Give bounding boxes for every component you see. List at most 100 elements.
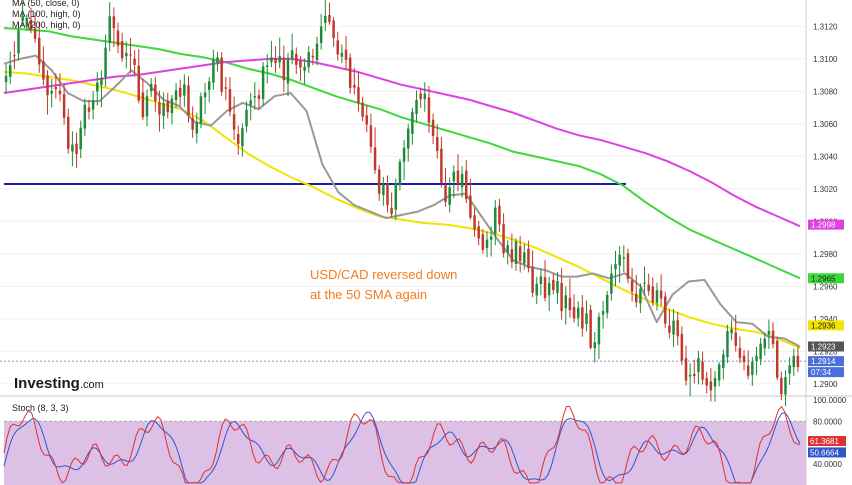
candle-body: [120, 41, 124, 59]
candle-body: [693, 373, 696, 377]
investing-logo: Investing .com: [14, 375, 104, 392]
candle-body: [46, 75, 49, 96]
candle-body: [539, 276, 543, 284]
price-tick-label: 1.2940: [813, 315, 838, 324]
candle-body: [4, 75, 8, 83]
price-tag: [808, 356, 844, 367]
candle-body: [286, 58, 290, 84]
candle-body: [340, 52, 344, 57]
candle-body: [767, 330, 771, 335]
candle-body: [133, 58, 136, 65]
candle-body: [332, 20, 335, 39]
candle-body: [618, 254, 621, 266]
candle-body: [228, 89, 232, 112]
stoch-tick-label: 40.0000: [813, 460, 842, 469]
candle-body: [759, 343, 762, 360]
candle-body: [477, 226, 480, 239]
candle-body: [344, 49, 348, 61]
candle-body: [187, 85, 190, 116]
candle-body: [212, 59, 215, 83]
candle-body: [510, 249, 514, 263]
price-tag-label: 07:34: [811, 368, 832, 377]
price-tick-label: 1.2980: [813, 250, 838, 259]
price-tag: [808, 320, 844, 331]
candle-body: [746, 365, 750, 376]
candle-body: [67, 116, 70, 149]
candle-body: [597, 316, 601, 345]
candle-body: [324, 15, 327, 23]
candle-body: [469, 195, 472, 218]
candlesticks: [4, 0, 800, 407]
candle-body: [506, 245, 509, 253]
candle-body: [734, 332, 737, 346]
price-tick-label: 1.3100: [813, 55, 838, 64]
candle-body: [552, 279, 555, 291]
candle-body: [771, 330, 775, 345]
candle-body: [311, 55, 315, 58]
candle-body: [738, 347, 742, 359]
candle-body: [722, 354, 725, 368]
candle-body: [390, 207, 393, 214]
candle-body: [676, 320, 679, 337]
ma-line: [3, 70, 801, 350]
candle-body: [357, 87, 360, 104]
candle-body: [726, 331, 729, 358]
candle-body: [688, 374, 692, 377]
candle-body: [257, 95, 261, 99]
candle-body: [174, 90, 178, 100]
candle-body: [535, 283, 538, 296]
candle-body: [614, 264, 617, 270]
candle-body: [684, 358, 688, 381]
candle-body: [224, 87, 228, 89]
price-tick-label: 1.3040: [813, 152, 838, 161]
candle-body: [456, 170, 460, 185]
price-tick-label: 1.2900: [813, 380, 838, 389]
candle-body: [373, 147, 377, 171]
price-tick-label: 1.2920: [813, 347, 838, 356]
grid: [0, 25, 806, 385]
candle-body: [353, 85, 356, 88]
candle-body: [796, 355, 800, 367]
candle-body: [203, 92, 207, 98]
price-tick-label: 1.3120: [813, 22, 838, 31]
candle-body: [601, 311, 605, 315]
candle-body: [784, 377, 787, 395]
candle-body: [717, 364, 721, 381]
candle-body: [249, 100, 252, 106]
candle-body: [634, 293, 638, 303]
candle-body: [42, 61, 45, 80]
stoch-tag-label: 50.6664: [810, 448, 839, 457]
moving-averages: [3, 27, 801, 350]
candle-body: [527, 248, 530, 269]
candle-body: [199, 96, 203, 124]
candle-body: [465, 170, 468, 199]
stoch-title: Stoch (8, 3, 3): [12, 403, 69, 413]
candle-body: [58, 90, 62, 95]
candle-body: [730, 329, 733, 334]
candle-body: [518, 246, 522, 262]
candle-body: [21, 15, 24, 22]
candle-body: [104, 47, 107, 78]
candle-body: [170, 98, 174, 114]
candle-body: [543, 277, 547, 299]
price-axis-ticks: 1.31201.31001.30801.30601.30401.30201.30…: [813, 22, 838, 389]
candle-body: [149, 83, 153, 92]
candle-body: [29, 19, 33, 30]
candle-body: [382, 183, 385, 195]
candle-body: [398, 161, 402, 186]
candle-body: [556, 281, 559, 294]
candle-body: [348, 57, 352, 88]
candle-body: [701, 361, 704, 380]
price-tag-label: 1.2998: [811, 221, 836, 230]
candle-body: [253, 96, 257, 98]
candle-body: [336, 40, 339, 55]
candle-body: [560, 282, 563, 312]
candle-body: [307, 52, 310, 68]
candle-body: [568, 297, 572, 311]
candle-body: [672, 320, 675, 335]
candle-body: [460, 173, 464, 188]
candle-body: [154, 84, 157, 102]
candle-body: [394, 183, 398, 210]
candle-body: [427, 97, 431, 123]
candle-body: [241, 128, 244, 147]
